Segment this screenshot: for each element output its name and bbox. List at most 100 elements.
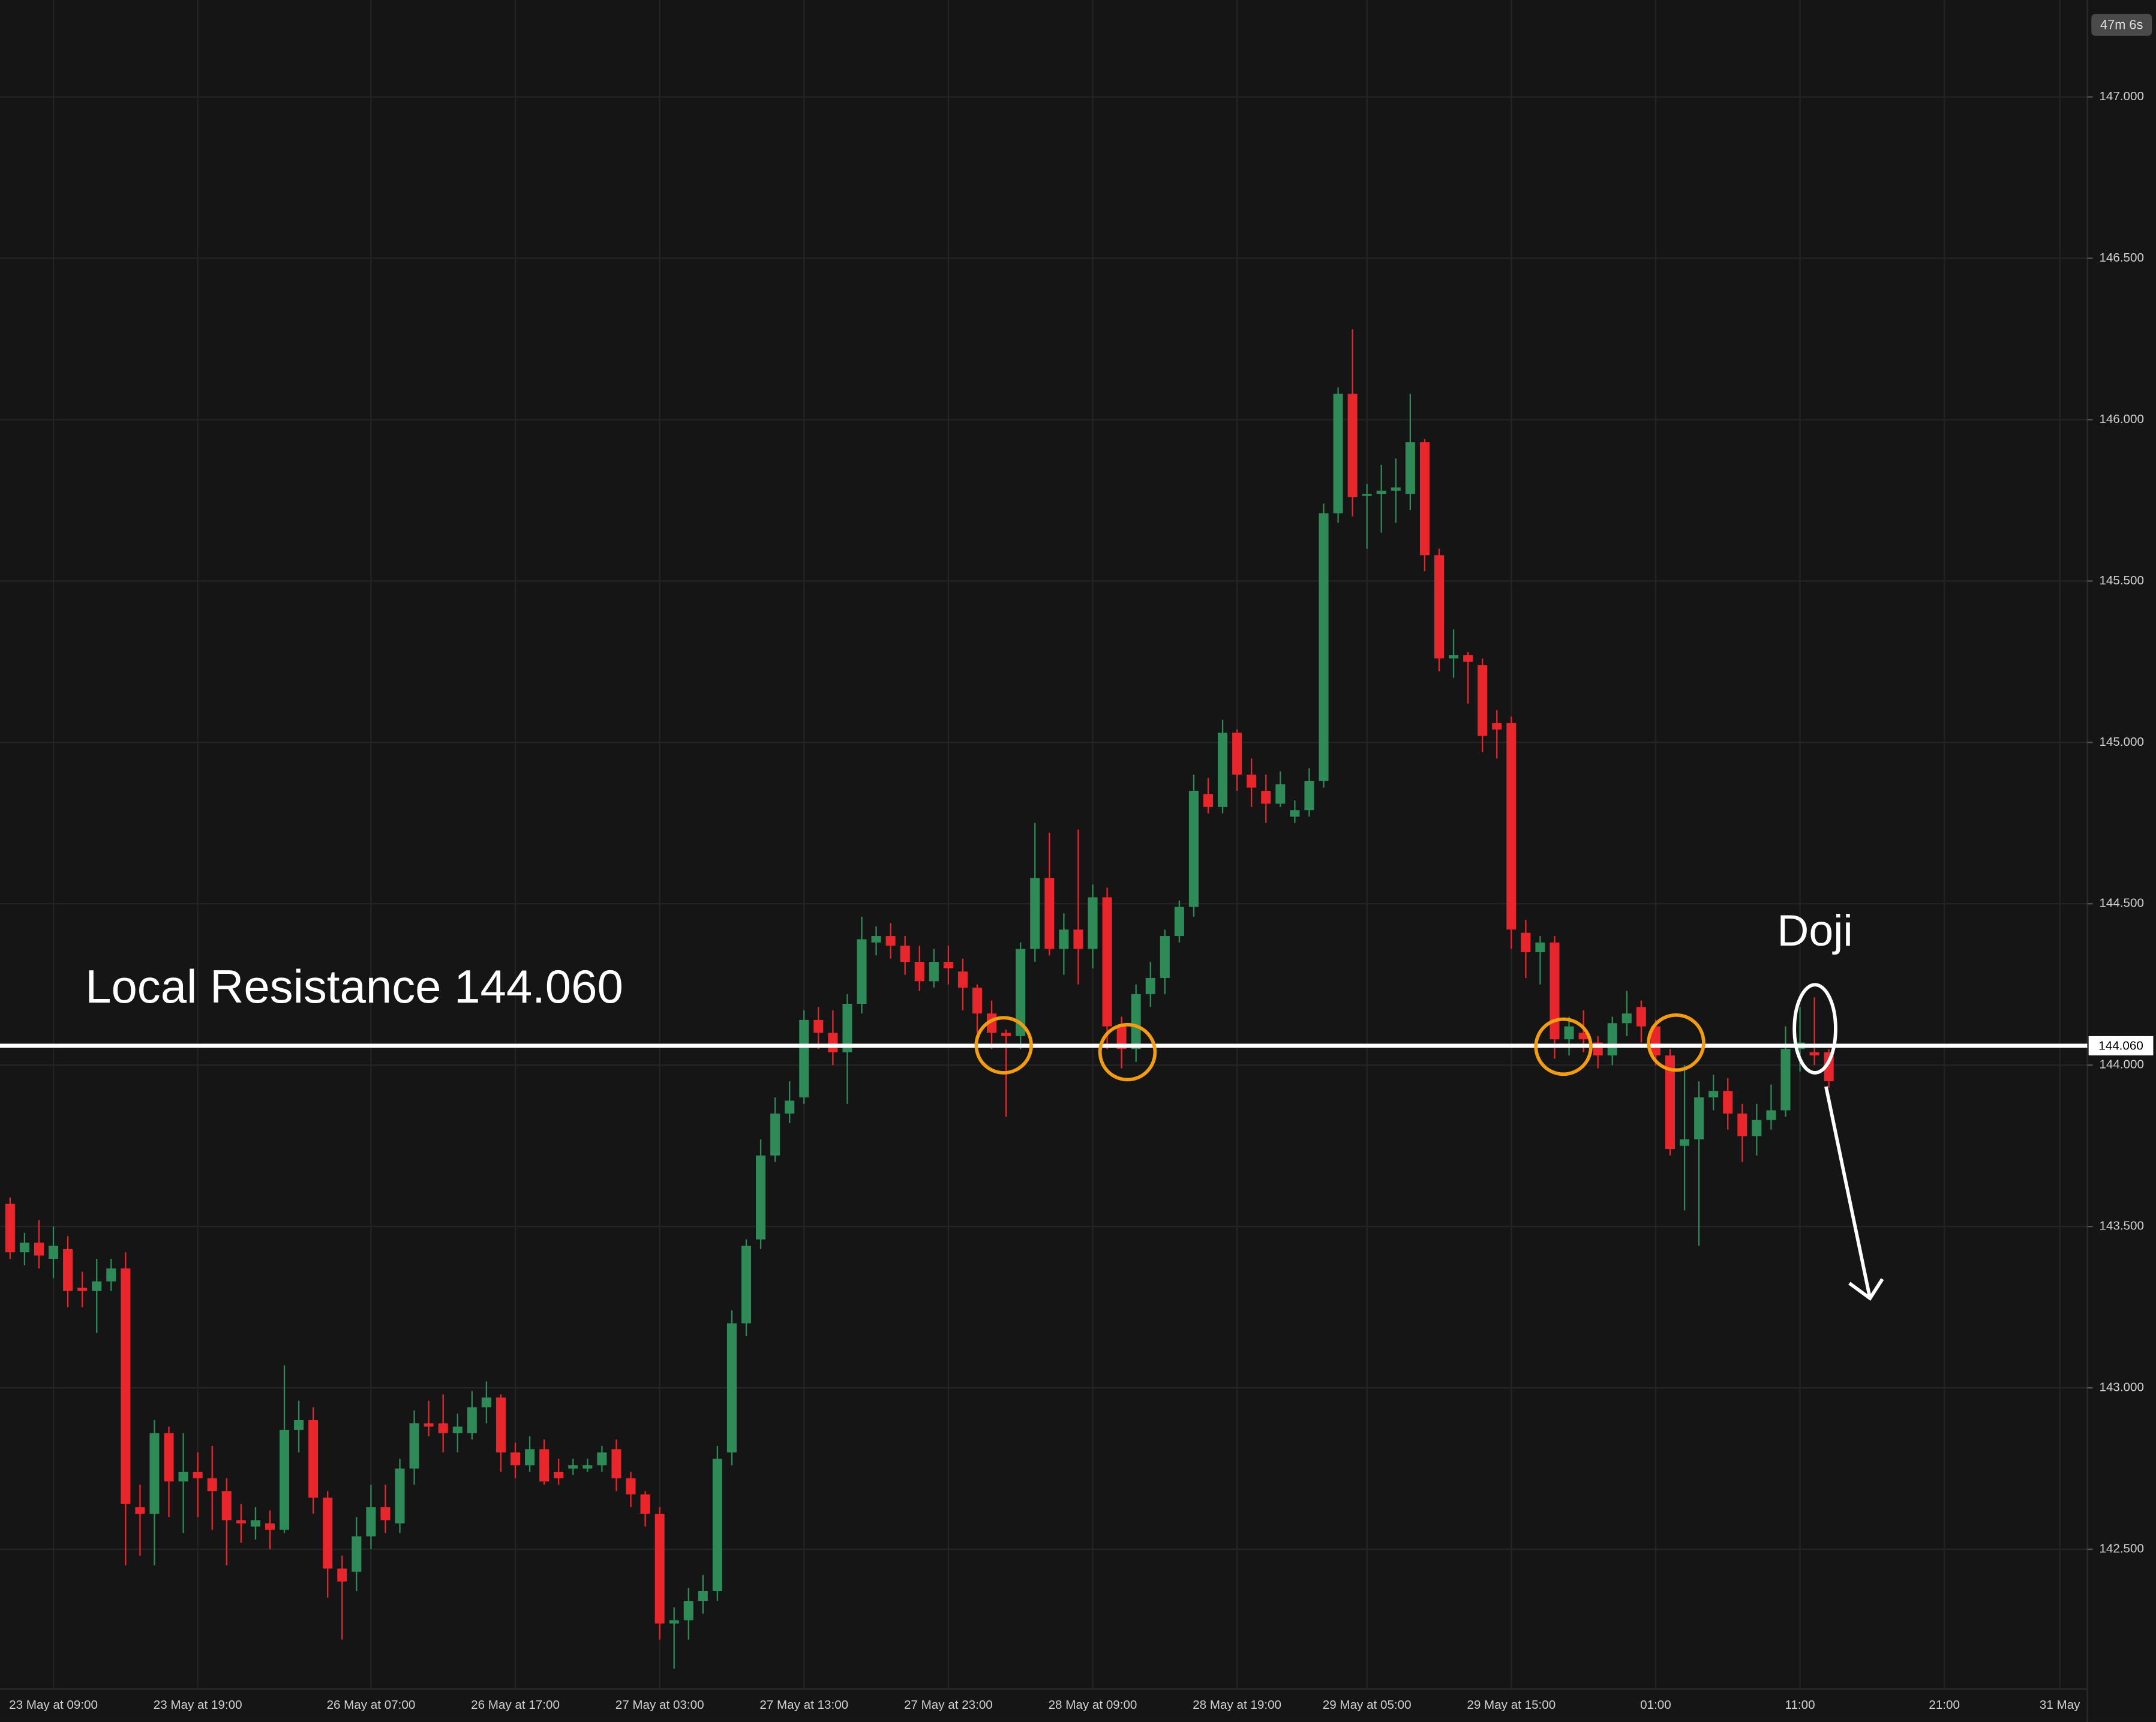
arrow-head xyxy=(1848,1278,1884,1301)
candle-body xyxy=(366,1507,376,1537)
axes: 142.500 143.000 143.500 144.000 144.500 145.0… xyxy=(0,89,2154,1712)
highlight-circle xyxy=(1647,1013,1705,1072)
y-tick-label: 147.000 xyxy=(2099,89,2144,103)
candle-body xyxy=(1261,790,1271,804)
candle-body xyxy=(842,1004,852,1052)
candle-body xyxy=(92,1281,102,1291)
candle-body xyxy=(669,1620,679,1624)
x-tick-label: 27 May at 13:00 xyxy=(759,1698,848,1712)
candle-body xyxy=(957,971,968,988)
candle-body xyxy=(885,936,896,946)
candle-body xyxy=(1535,942,1545,952)
candle-body xyxy=(1521,932,1531,952)
candle-body xyxy=(1333,394,1343,514)
candle-body xyxy=(597,1452,607,1466)
candle-body xyxy=(49,1246,59,1259)
candle-body xyxy=(1708,1091,1719,1097)
candle-body xyxy=(1506,723,1517,930)
candle-body xyxy=(1160,936,1170,978)
doji-ellipse xyxy=(1792,983,1837,1075)
candle-body xyxy=(1550,942,1560,1040)
x-tick-label: 26 May at 07:00 xyxy=(326,1698,415,1712)
down-arrow xyxy=(1824,1086,1884,1301)
candle-body xyxy=(1478,665,1488,736)
x-tick-label: 27 May at 23:00 xyxy=(904,1698,993,1712)
candle-body xyxy=(496,1397,506,1453)
candle-body xyxy=(1419,442,1430,556)
candle-body xyxy=(1636,1007,1646,1027)
candle-body xyxy=(1088,897,1098,949)
x-tick-label: 26 May at 17:00 xyxy=(471,1698,560,1712)
candle-body xyxy=(654,1513,665,1624)
x-tick-label: 28 May at 09:00 xyxy=(1049,1698,1137,1712)
candle-body xyxy=(828,1033,838,1052)
candle-body xyxy=(1116,1026,1127,1049)
candle-body xyxy=(1434,555,1445,659)
candle-body xyxy=(178,1471,188,1482)
candle-body xyxy=(914,962,924,982)
resistance-annotation: Local Resistance 144.060 xyxy=(85,960,623,1013)
x-tick-label: 01:00 xyxy=(1640,1698,1671,1712)
candle-body xyxy=(900,946,910,962)
x-tick-label: 31 May xyxy=(2040,1698,2080,1712)
candle-body xyxy=(626,1478,636,1495)
candle-body xyxy=(568,1465,578,1469)
candle-body xyxy=(510,1452,521,1466)
candle-body xyxy=(467,1407,477,1433)
y-tick-label: 146.000 xyxy=(2099,412,2144,426)
y-tick-label: 144.500 xyxy=(2099,896,2144,910)
candle-body xyxy=(1391,487,1401,491)
candle-body xyxy=(1203,794,1214,807)
candle-body xyxy=(19,1243,29,1253)
candle-body xyxy=(1752,1120,1762,1136)
candle-body xyxy=(121,1268,131,1504)
candle-body xyxy=(280,1430,290,1530)
highlight-circle xyxy=(974,1016,1033,1075)
candles xyxy=(5,329,1834,1669)
countdown: 47m 6s xyxy=(2100,17,2143,32)
candle-body xyxy=(193,1471,203,1478)
y-tick-label: 145.500 xyxy=(2099,574,2144,587)
candle-body xyxy=(785,1100,795,1114)
candle-body xyxy=(1174,907,1184,937)
candle-body xyxy=(1001,1033,1011,1036)
candle-body xyxy=(582,1465,593,1469)
candle-body xyxy=(1059,929,1069,949)
highlight-circle xyxy=(1534,1017,1593,1076)
highlight-circles xyxy=(974,1013,1705,1082)
candle-body xyxy=(77,1288,88,1291)
candle-body xyxy=(1564,1026,1574,1040)
candle-body xyxy=(1016,949,1026,1036)
candle-body xyxy=(726,1323,737,1453)
candle-body xyxy=(871,936,881,943)
y-tick-label: 146.500 xyxy=(2099,251,2144,265)
candle-body xyxy=(1723,1091,1733,1114)
candle-body xyxy=(236,1520,246,1524)
candle-body xyxy=(1766,1110,1776,1120)
candle-body xyxy=(409,1423,419,1469)
candle-body xyxy=(1650,1026,1660,1056)
candle-body xyxy=(452,1426,463,1433)
y-tick-label: 144.000 xyxy=(2099,1058,2144,1072)
candle-body xyxy=(857,939,867,1004)
candle-body xyxy=(712,1459,722,1591)
candle-body xyxy=(424,1423,434,1427)
candle-body xyxy=(1290,810,1300,817)
candle-body xyxy=(539,1449,549,1482)
candle-body xyxy=(1102,897,1112,1027)
x-tick-label: 27 May at 03:00 xyxy=(615,1698,704,1712)
candle-body xyxy=(1145,977,1155,994)
candle-body xyxy=(438,1423,448,1433)
candle-body xyxy=(63,1249,73,1291)
candle-body xyxy=(207,1478,217,1492)
highlight-circle xyxy=(1098,1022,1157,1082)
candle-body xyxy=(5,1204,15,1253)
y-tick-label: 143.500 xyxy=(2099,1219,2144,1233)
candle-body xyxy=(1218,733,1228,807)
candle-body xyxy=(1405,442,1415,494)
candle-body xyxy=(149,1433,160,1514)
doji-label: Doji xyxy=(1777,906,1852,955)
resistance-price-label: 144.060 xyxy=(2098,1039,2143,1053)
